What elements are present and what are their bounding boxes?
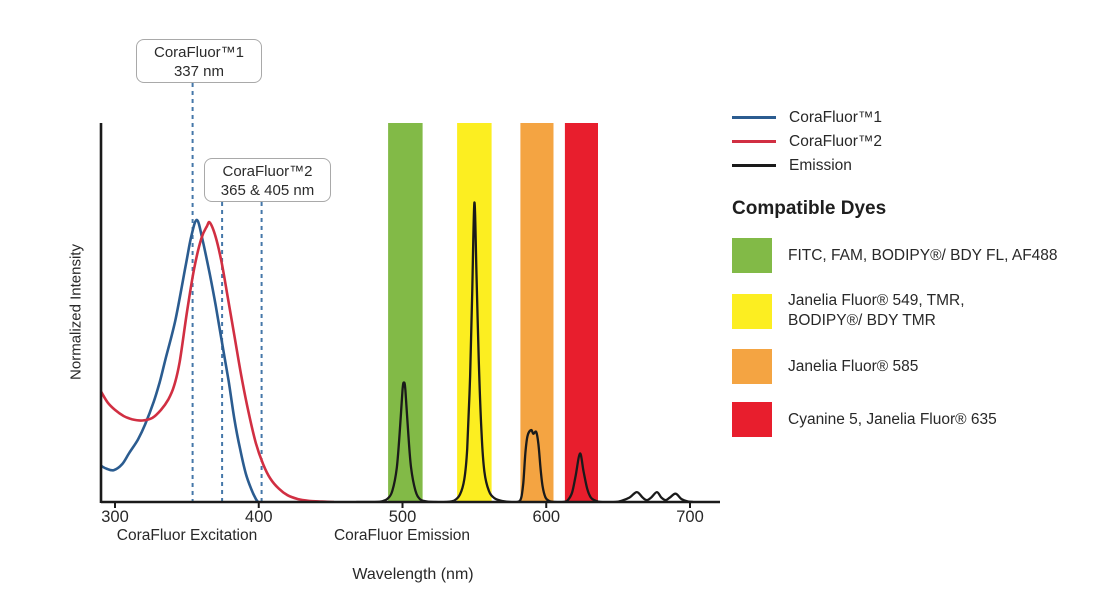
- curve-corafluor-2: [100, 220, 335, 503]
- legend-label: CoraFluor™1: [789, 108, 883, 126]
- x-tick-label-500: 500: [389, 508, 417, 526]
- legend-line-swatch: [732, 140, 776, 143]
- x-region-label-excitation: CoraFluor Excitation: [116, 527, 258, 544]
- dye-label: Janelia Fluor® 549, TMR, BODIPY®/ BDY TMR: [788, 292, 965, 329]
- compatible-dyes-heading: Compatible Dyes: [732, 198, 887, 219]
- legend-line-swatch: [732, 116, 776, 119]
- dye-row-4: Cyanine 5, Janelia Fluor® 635: [732, 402, 1102, 437]
- x-tick-label-300: 300: [101, 508, 129, 526]
- x-axis-title: Wavelength (nm): [352, 566, 474, 583]
- legend-label: Emission: [789, 156, 852, 174]
- legend-panel: CoraFluor™1 CoraFluor™2 Emission: [732, 108, 1102, 174]
- callout-corafluor1-value: 337 nm: [173, 63, 225, 80]
- curves-group: [100, 201, 695, 503]
- dye-row-3: Janelia Fluor® 585: [732, 349, 1102, 384]
- curve-corafluor-1: [100, 218, 260, 503]
- dye-color-swatch: [732, 293, 772, 329]
- dye-label: Cyanine 5, Janelia Fluor® 635: [788, 410, 997, 428]
- x-tick-label-600: 600: [533, 508, 561, 526]
- compatible-dyes-list: FITC, FAM, BODIPY®/ BDY FL, AF488 Janelia…: [732, 238, 1102, 437]
- callout-corafluor1-title: CoraFluor™1: [153, 44, 245, 61]
- band-green-window: [388, 123, 423, 501]
- legend-label: CoraFluor™2: [789, 132, 883, 150]
- curve-emission: [355, 201, 695, 503]
- dye-color-swatch: [732, 402, 772, 437]
- dye-row-1: FITC, FAM, BODIPY®/ BDY FL, AF488: [732, 238, 1102, 273]
- callout-corafluor2: CoraFluor™2 365 & 405 nm: [204, 158, 331, 202]
- x-region-label-emission: CoraFluor Emission: [333, 527, 471, 544]
- legend-item-1: CoraFluor™1: [732, 108, 1102, 126]
- legend-line-swatch: [732, 164, 776, 167]
- band-yellow-window: [457, 123, 492, 501]
- legend-item-3: Emission: [732, 156, 1102, 174]
- x-tick-label-700: 700: [676, 508, 704, 526]
- dye-color-swatch: [732, 349, 772, 384]
- x-tick-label-400: 400: [245, 508, 273, 526]
- callout-corafluor2-title: CoraFluor™2: [222, 163, 313, 180]
- dye-row-2: Janelia Fluor® 549, TMR, BODIPY®/ BDY TMR: [732, 291, 1102, 331]
- legend-list: CoraFluor™1 CoraFluor™2 Emission: [732, 108, 1102, 174]
- callout-corafluor2-value: 365 & 405 nm: [220, 182, 315, 199]
- legend-item-2: CoraFluor™2: [732, 132, 1102, 150]
- dye-color-swatch: [732, 238, 772, 273]
- dye-label: Janelia Fluor® 585: [788, 357, 919, 375]
- dye-label: FITC, FAM, BODIPY®/ BDY FL, AF488: [788, 246, 1058, 264]
- y-axis-title: Normalized Intensity: [67, 244, 85, 380]
- band-red-window: [564, 123, 598, 501]
- callout-corafluor1: CoraFluor™1 337 nm: [136, 39, 262, 83]
